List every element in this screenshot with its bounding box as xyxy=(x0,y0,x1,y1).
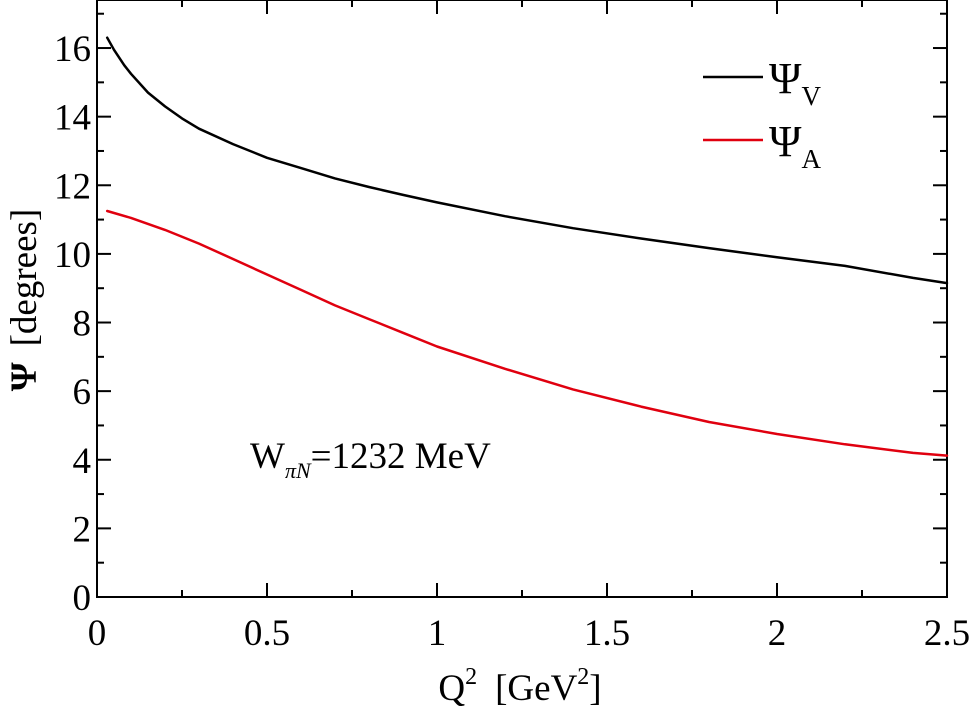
x-tick-label: 0 xyxy=(88,613,107,654)
series-line-psi-a xyxy=(105,209,949,457)
y-axis-label: Ψ[degrees] xyxy=(4,209,45,392)
x-tick-label: 0.5 xyxy=(244,613,290,654)
svg-text:ΨV: ΨV xyxy=(769,54,821,111)
y-tick-label: 14 xyxy=(54,98,91,139)
y-tick-label: 10 xyxy=(54,235,91,276)
y-tick-label: 4 xyxy=(73,441,92,482)
legend: ΨV ΨA xyxy=(703,54,821,174)
svg-text:ΨA: ΨA xyxy=(769,117,821,174)
y-tick-label: 16 xyxy=(54,29,91,70)
legend-sub-a: A xyxy=(801,144,821,174)
y-tick-label: 2 xyxy=(73,509,92,550)
series-lines xyxy=(105,36,949,457)
x-tick-label: 2 xyxy=(768,613,787,654)
y-tick-label: 8 xyxy=(73,304,92,345)
y-tick-label: 6 xyxy=(73,372,92,413)
y-tick-label: 12 xyxy=(54,166,91,207)
x-tick-label: 1.5 xyxy=(584,613,630,654)
plot-area xyxy=(96,0,948,598)
legend-label-psi-v: Ψ xyxy=(769,54,802,103)
series-line-psi-v xyxy=(105,36,949,285)
ticks: 0 0.5 1 1.5 2 2.5 0 2 4 6 8 10 12 14 16 xyxy=(54,0,970,654)
x-tick-label: 2.5 xyxy=(924,613,970,654)
x-axis-label: Q2 [GeV2] xyxy=(438,664,601,709)
legend-label-psi-a: Ψ xyxy=(769,117,802,166)
annotation-rest: =1232 MeV xyxy=(311,436,491,477)
annotation-w: WπN=1232 MeV xyxy=(250,436,491,483)
legend-sub-v: V xyxy=(801,81,821,111)
y-tick-label: 0 xyxy=(73,578,92,619)
x-tick-label: 1 xyxy=(428,613,447,654)
annotation-sub: πN xyxy=(285,458,312,483)
